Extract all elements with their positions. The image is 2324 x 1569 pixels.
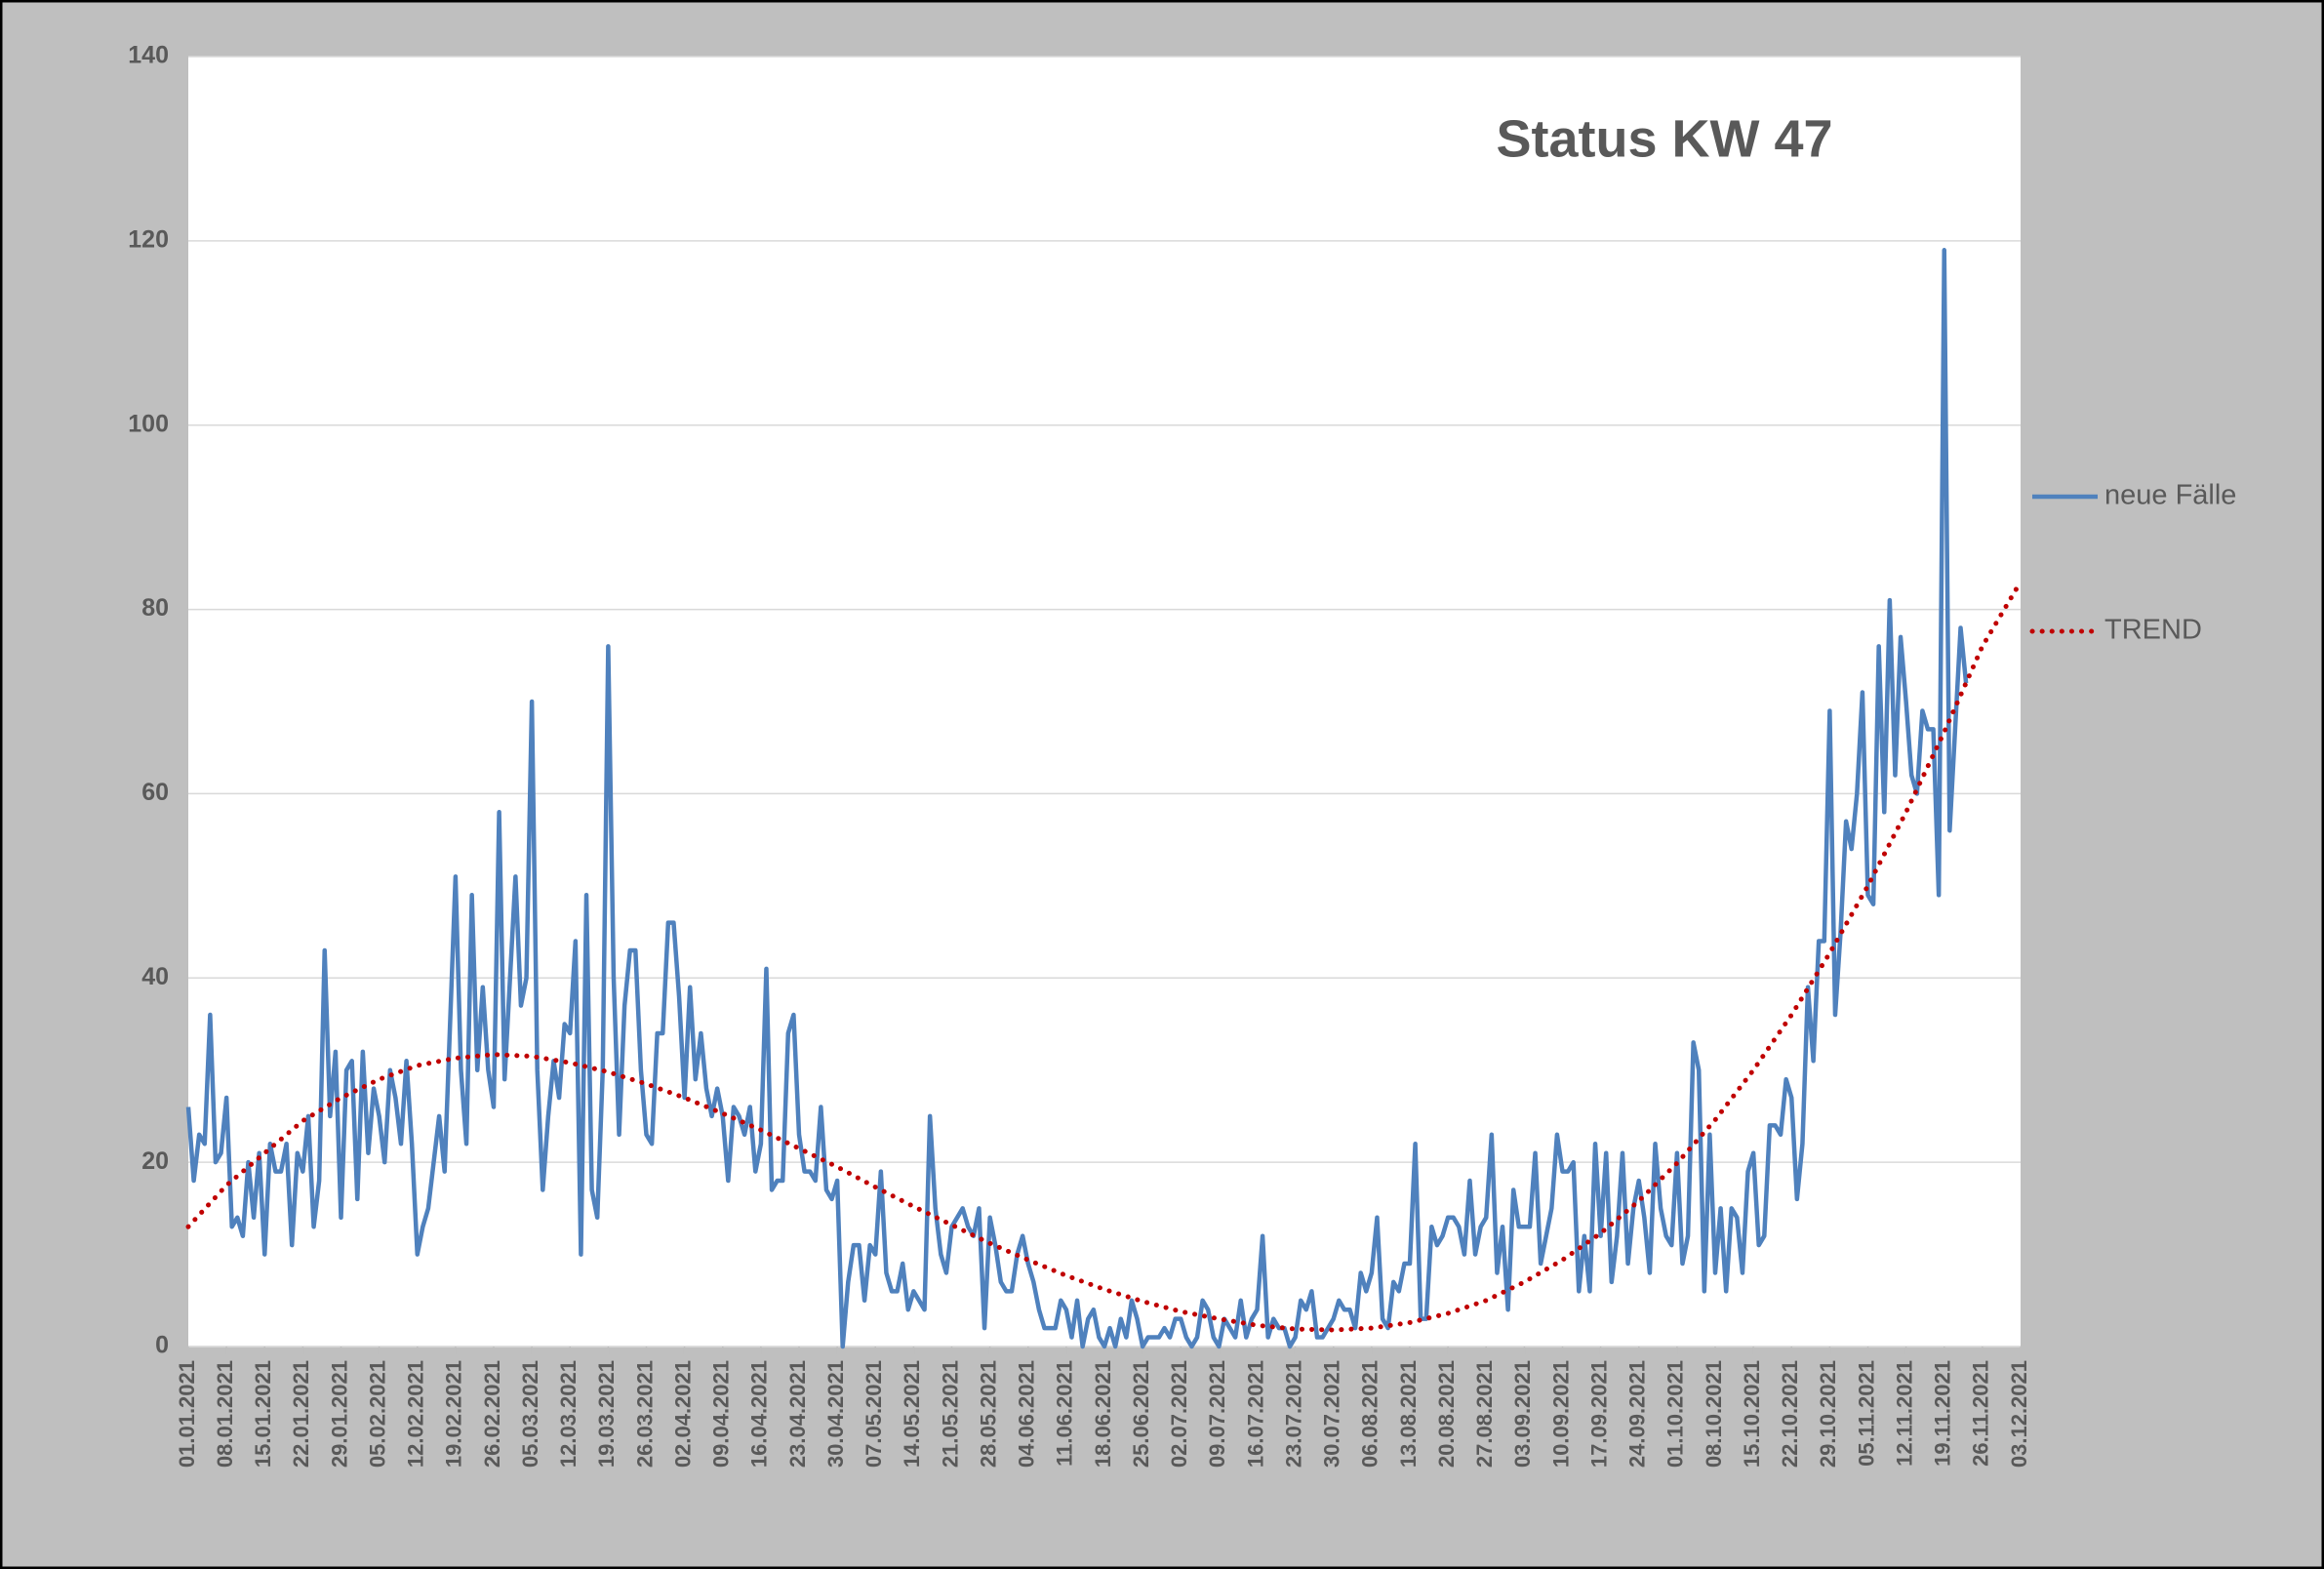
x-tick-label: 19.03.2021 — [594, 1360, 619, 1468]
x-tick-label: 15.10.2021 — [1740, 1360, 1764, 1468]
x-tick-label: 05.11.2021 — [1854, 1360, 1878, 1467]
x-tick-label: 27.08.2021 — [1472, 1360, 1497, 1468]
x-tick-label: 09.07.2021 — [1205, 1360, 1229, 1468]
x-tick-label: 06.08.2021 — [1358, 1360, 1382, 1468]
data-line — [185, 248, 1969, 1349]
y-tick-label: 140 — [128, 42, 169, 69]
x-tick-label: 22.10.2021 — [1778, 1360, 1802, 1468]
x-tick-label: 23.04.2021 — [785, 1360, 810, 1468]
x-tick-label: 02.04.2021 — [670, 1360, 695, 1468]
x-tick-label: 22.01.2021 — [289, 1360, 313, 1468]
x-tick-label: 14.05.2021 — [900, 1360, 924, 1468]
x-tick-label: 24.09.2021 — [1625, 1360, 1650, 1468]
x-tick-label: 03.12.2021 — [2007, 1360, 2031, 1468]
y-tick-label: 0 — [155, 1332, 169, 1359]
x-tick-label: 12.02.2021 — [404, 1360, 428, 1468]
x-tick-label: 16.07.2021 — [1243, 1360, 1267, 1468]
x-tick-label: 08.01.2021 — [213, 1360, 237, 1468]
x-tick-label: 10.09.2021 — [1548, 1360, 1573, 1468]
x-tick-label: 02.07.2021 — [1167, 1360, 1191, 1468]
x-tick-label: 09.04.2021 — [709, 1360, 734, 1468]
x-tick-label: 17.09.2021 — [1586, 1360, 1611, 1468]
x-tick-label: 20.08.2021 — [1434, 1360, 1459, 1468]
y-tick-label: 100 — [128, 410, 169, 437]
x-tick-label: 19.02.2021 — [442, 1360, 466, 1468]
legend-label: TREND — [2104, 615, 2202, 646]
x-tick-label: 23.07.2021 — [1281, 1360, 1305, 1468]
x-tick-label: 12.03.2021 — [556, 1360, 581, 1468]
y-tick-label: 60 — [141, 779, 169, 806]
plot-area — [188, 57, 2021, 1347]
x-tick-label: 26.02.2021 — [480, 1360, 504, 1468]
x-tick-label: 03.09.2021 — [1510, 1360, 1535, 1468]
x-tick-label: 15.01.2021 — [251, 1360, 275, 1468]
x-tick-label: 25.06.2021 — [1129, 1360, 1153, 1468]
chart-title: Status KW 47 — [1496, 109, 1832, 168]
x-tick-label: 01.01.2021 — [175, 1360, 199, 1468]
x-tick-label: 26.03.2021 — [632, 1360, 657, 1468]
x-tick-label: 05.02.2021 — [365, 1360, 389, 1468]
x-tick-label: 21.05.2021 — [938, 1360, 962, 1468]
x-tick-label: 01.10.2021 — [1663, 1360, 1688, 1468]
x-tick-label: 19.11.2021 — [1931, 1360, 1955, 1467]
y-tick-label: 120 — [128, 225, 169, 253]
x-tick-label: 30.07.2021 — [1320, 1360, 1344, 1468]
x-tick-label: 26.11.2021 — [1969, 1360, 1993, 1467]
x-tick-label: 11.06.2021 — [1053, 1360, 1077, 1467]
x-tick-label: 13.08.2021 — [1396, 1360, 1421, 1468]
y-tick-label: 80 — [141, 594, 169, 622]
x-tick-label: 05.03.2021 — [518, 1360, 542, 1468]
y-tick-label: 40 — [141, 963, 169, 990]
x-tick-label: 18.06.2021 — [1091, 1360, 1115, 1468]
x-tick-label: 07.05.2021 — [861, 1360, 886, 1468]
x-tick-label: 30.04.2021 — [823, 1360, 848, 1468]
x-tick-label: 04.06.2021 — [1015, 1360, 1039, 1468]
x-tick-label: 29.10.2021 — [1816, 1360, 1840, 1468]
y-tick-label: 20 — [141, 1147, 169, 1175]
x-tick-label: 28.05.2021 — [976, 1360, 1000, 1468]
x-tick-label: 08.10.2021 — [1702, 1360, 1726, 1468]
legend-label: neue Fälle — [2104, 480, 2236, 511]
x-tick-label: 29.01.2021 — [327, 1360, 351, 1468]
x-tick-label: 16.04.2021 — [747, 1360, 772, 1468]
x-tick-label: 12.11.2021 — [1892, 1360, 1916, 1467]
data-line — [185, 579, 2023, 1333]
